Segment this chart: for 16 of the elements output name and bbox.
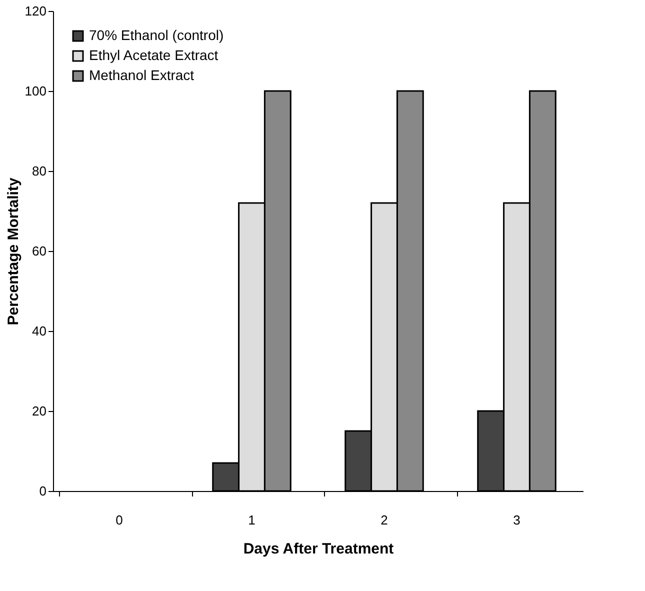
- legend-label: Methanol Extract: [89, 67, 194, 83]
- y-tick-label: 40: [32, 324, 46, 338]
- x-axis-title: Days After Treatment: [243, 540, 394, 558]
- y-tick-label: 80: [32, 164, 46, 178]
- y-tick-label: 60: [32, 244, 46, 258]
- x-tick-label: 1: [248, 512, 256, 528]
- x-tick-label: 0: [116, 512, 123, 528]
- y-tick-label: 120: [24, 4, 46, 18]
- y-axis-title: Percentage Mortality: [4, 177, 22, 326]
- y-tick-label: 0: [39, 484, 46, 498]
- y-tick-label: 20: [32, 404, 46, 418]
- legend-label: 70% Ethanol (control): [89, 27, 224, 43]
- y-tick-label: 100: [24, 84, 46, 98]
- legend-label: Ethyl Acetate Extract: [89, 47, 218, 63]
- x-tick-label: 2: [380, 512, 388, 528]
- x-tick-label: 3: [513, 512, 520, 528]
